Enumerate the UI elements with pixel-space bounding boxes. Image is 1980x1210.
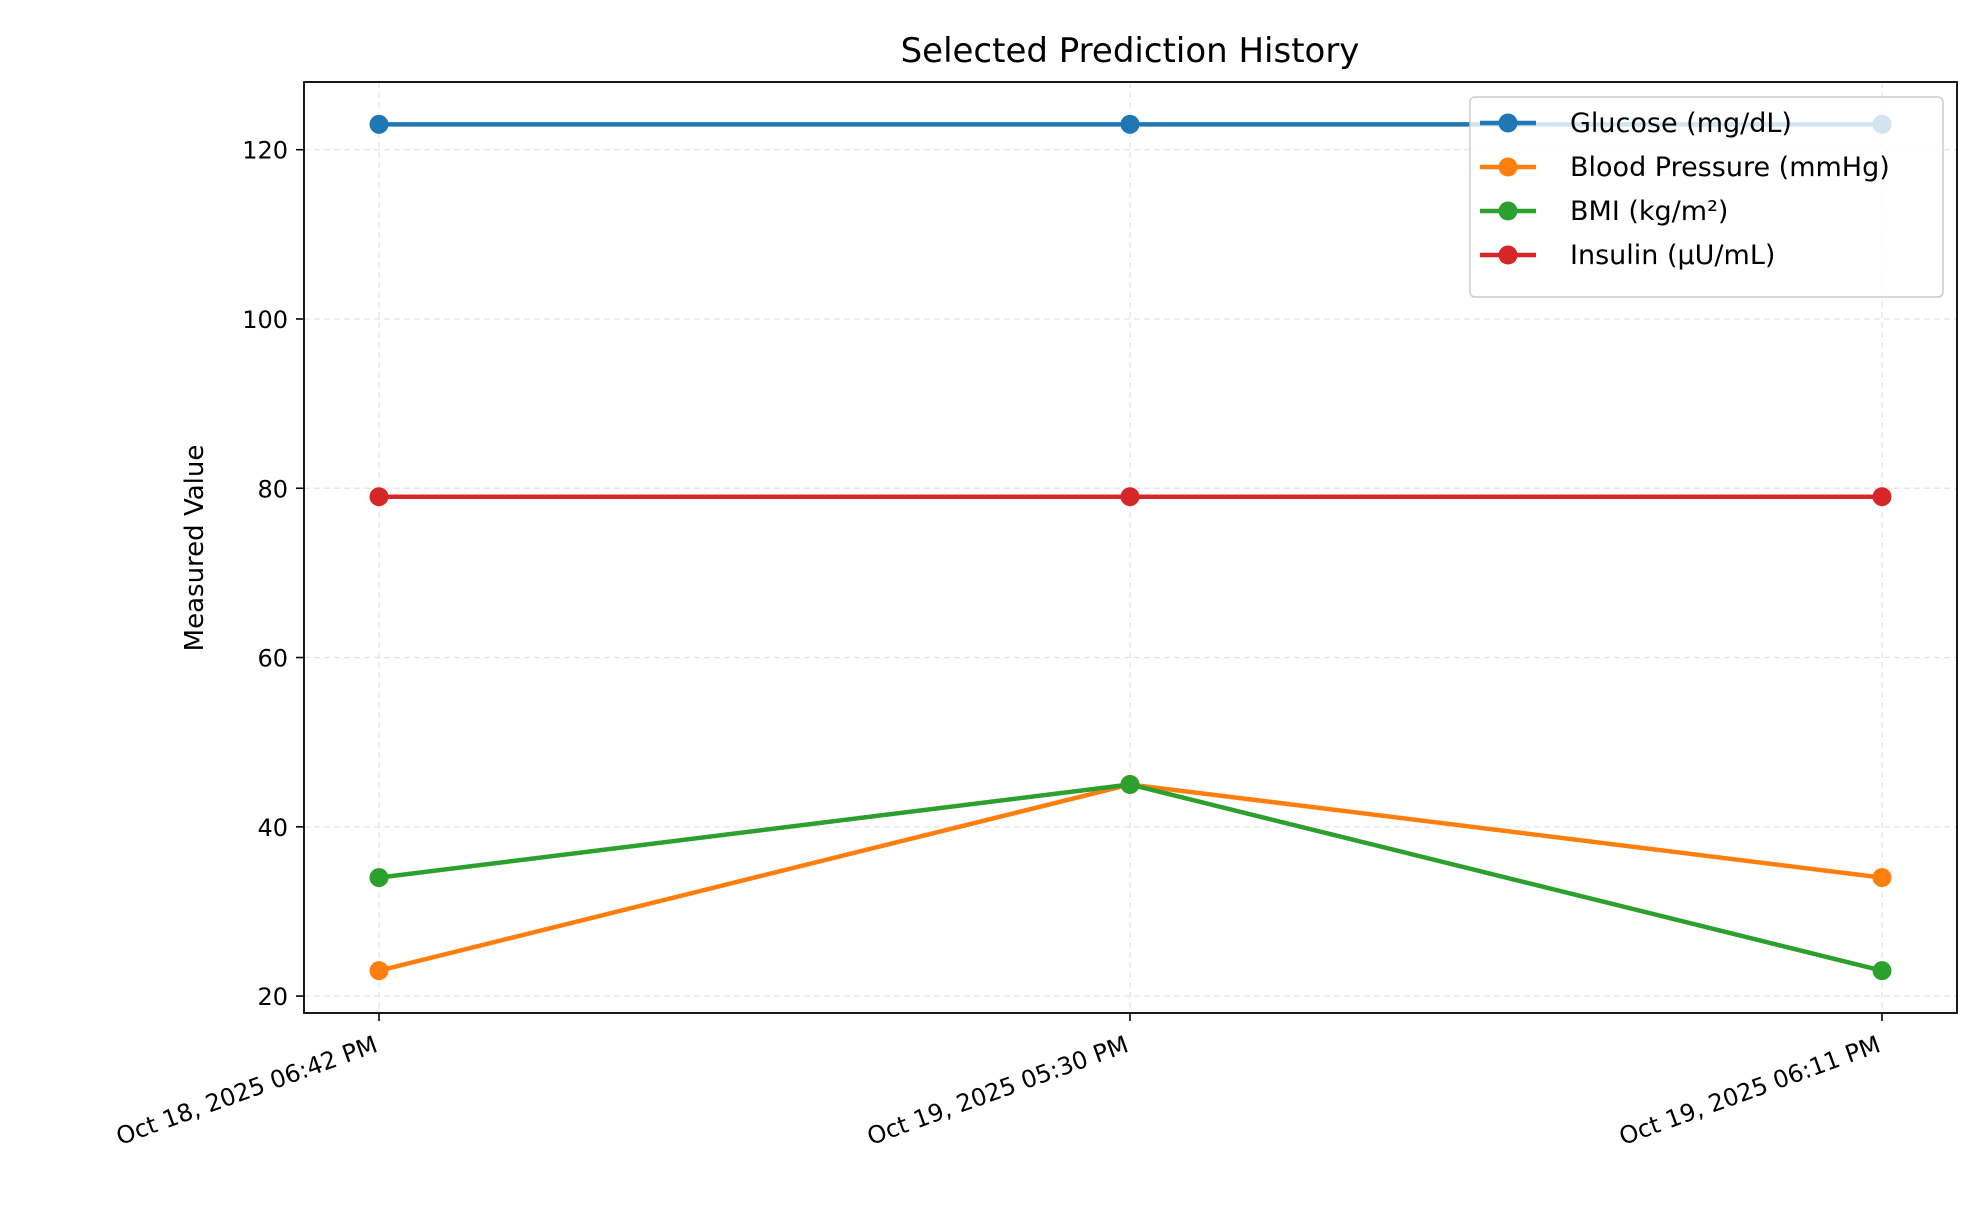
- y-tick-label: 80: [257, 475, 288, 503]
- data-point: [369, 114, 389, 134]
- y-tick-label: 20: [257, 983, 288, 1011]
- legend-label: Glucose (mg/dL): [1570, 108, 1792, 139]
- legend-swatch-marker: [1498, 245, 1518, 265]
- y-axis-label: Measured Value: [180, 445, 210, 652]
- x-tick-label: Oct 19, 2025 06:11 PM: [1615, 1030, 1884, 1151]
- legend-label: Blood Pressure (mmHg): [1570, 152, 1890, 183]
- legend: Glucose (mg/dL) Blood Pressure (mmHg) BMI …: [1469, 96, 1944, 298]
- data-point: [1872, 868, 1892, 888]
- data-point: [1872, 487, 1892, 507]
- legend-box: [1469, 96, 1944, 298]
- data-point: [369, 961, 389, 981]
- x-tick-label: Oct 18, 2025 06:42 PM: [112, 1030, 381, 1151]
- data-point: [1872, 961, 1892, 981]
- legend-label: BMI (kg/m²): [1570, 196, 1728, 227]
- legend-swatch-marker: [1498, 113, 1518, 133]
- y-tick-label: 40: [257, 814, 288, 842]
- data-point: [1120, 487, 1140, 507]
- data-point: [1120, 114, 1140, 134]
- legend-swatch-marker: [1498, 201, 1518, 221]
- y-tick-label: 120: [242, 137, 288, 165]
- data-point: [369, 868, 389, 888]
- x-tick-label: Oct 19, 2025 05:30 PM: [863, 1030, 1132, 1151]
- legend-swatch-marker: [1498, 157, 1518, 177]
- chart-title: Selected Prediction History: [901, 31, 1360, 71]
- legend-label: Insulin (µU/mL): [1570, 240, 1775, 271]
- data-point: [1120, 774, 1140, 794]
- data-point: [369, 487, 389, 507]
- y-tick-label: 60: [257, 645, 288, 673]
- y-tick-label: 100: [242, 306, 288, 334]
